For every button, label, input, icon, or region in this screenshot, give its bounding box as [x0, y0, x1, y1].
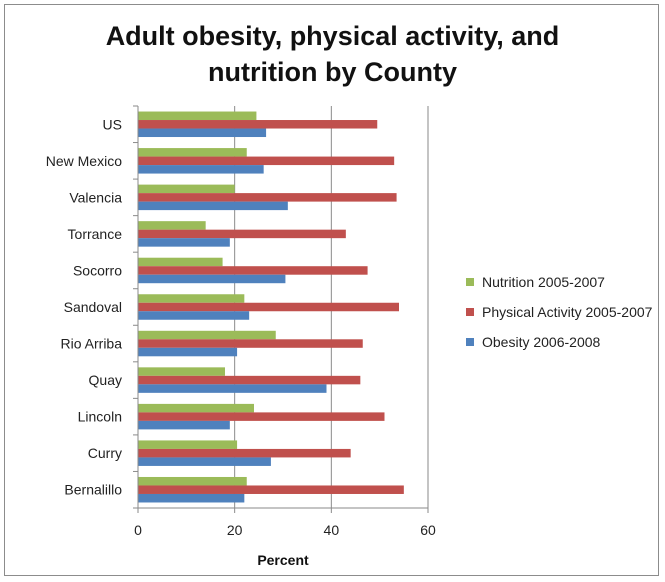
bar-socorro-series-0	[138, 257, 223, 267]
category-label-4: Socorro	[73, 262, 122, 278]
bar-rio-arriba-series-2	[138, 347, 238, 357]
axes	[133, 105, 429, 513]
bar-valencia-series-1	[138, 193, 397, 202]
bar-valencia-series-2	[138, 201, 288, 211]
category-label-9: Curry	[88, 445, 122, 461]
chart-title: Adult obesity, physical activity, and nu…	[105, 21, 560, 87]
bar-socorro-series-1	[138, 266, 368, 275]
bar-us-series-2	[138, 128, 267, 138]
bar-bernalillo-series-2	[138, 493, 245, 503]
bar-torrance-series-0	[138, 221, 206, 230]
bar-new-mexico-series-1	[138, 156, 395, 166]
bar-torrance-series-1	[138, 229, 346, 239]
bar-quay-series-1	[138, 375, 361, 385]
bar-new-mexico-series-2	[138, 165, 264, 174]
category-label-0: US	[103, 116, 122, 132]
bar-lincoln-series-1	[138, 412, 385, 421]
category-label-10: Bernalillo	[64, 482, 122, 498]
legend-swatch-physical-activity	[466, 308, 474, 316]
legend-item-nutrition: Nutrition 2005-2007	[466, 272, 656, 292]
bar-bernalillo-series-1	[138, 485, 404, 494]
legend-label-physical-activity: Physical Activity 2005-2007	[482, 304, 653, 320]
bar-lincoln-series-2	[138, 420, 230, 430]
bar-rio-arriba-series-0	[138, 330, 276, 340]
bar-torrance-series-2	[138, 238, 230, 247]
bar-us-series-1	[138, 120, 378, 129]
bar-rio-arriba-series-1	[138, 339, 363, 348]
bar-quay-series-0	[138, 367, 225, 376]
x-tick-label-1: 20	[227, 522, 243, 538]
bar-us-series-0	[138, 111, 257, 121]
legend-swatch-obesity	[466, 338, 474, 346]
bar-bernalillo-series-0	[138, 476, 247, 486]
category-label-2: Valencia	[69, 189, 122, 205]
bar-quay-series-2	[138, 384, 327, 393]
legend: Nutrition 2005-2007 Physical Activity 20…	[466, 272, 656, 362]
bar-lincoln-series-0	[138, 403, 254, 413]
bars	[138, 111, 404, 503]
bar-valencia-series-0	[138, 184, 235, 194]
category-label-8: Lincoln	[78, 409, 122, 425]
bar-socorro-series-2	[138, 274, 286, 284]
legend-label-obesity: Obesity 2006-2008	[482, 334, 601, 350]
category-label-7: Quay	[89, 372, 122, 388]
category-label-1: New Mexico	[46, 153, 122, 169]
x-axis-title: Percent	[257, 552, 309, 568]
bar-new-mexico-series-0	[138, 148, 247, 157]
bar-sandoval-series-0	[138, 294, 245, 303]
x-tick-label-2: 40	[324, 522, 340, 538]
legend-item-obesity: Obesity 2006-2008	[466, 332, 656, 352]
legend-label-nutrition: Nutrition 2005-2007	[482, 274, 605, 290]
category-label-6: Rio Arriba	[61, 336, 123, 352]
bar-curry-series-2	[138, 457, 271, 466]
bar-curry-series-1	[138, 448, 351, 458]
bar-curry-series-0	[138, 440, 238, 449]
legend-swatch-nutrition	[466, 278, 474, 286]
category-labels: US New Mexico Valencia Torrance Socorro Sando…	[46, 116, 122, 497]
x-tick-label-0: 0	[134, 522, 142, 538]
bar-sandoval-series-1	[138, 302, 399, 312]
category-label-5: Sandoval	[64, 299, 122, 315]
x-tick-labels: 0 20 40 60	[134, 522, 436, 538]
category-label-3: Torrance	[68, 226, 123, 242]
legend-item-physical-activity: Physical Activity 2005-2007	[466, 302, 656, 322]
x-tick-label-3: 60	[420, 522, 436, 538]
bar-sandoval-series-2	[138, 311, 250, 320]
